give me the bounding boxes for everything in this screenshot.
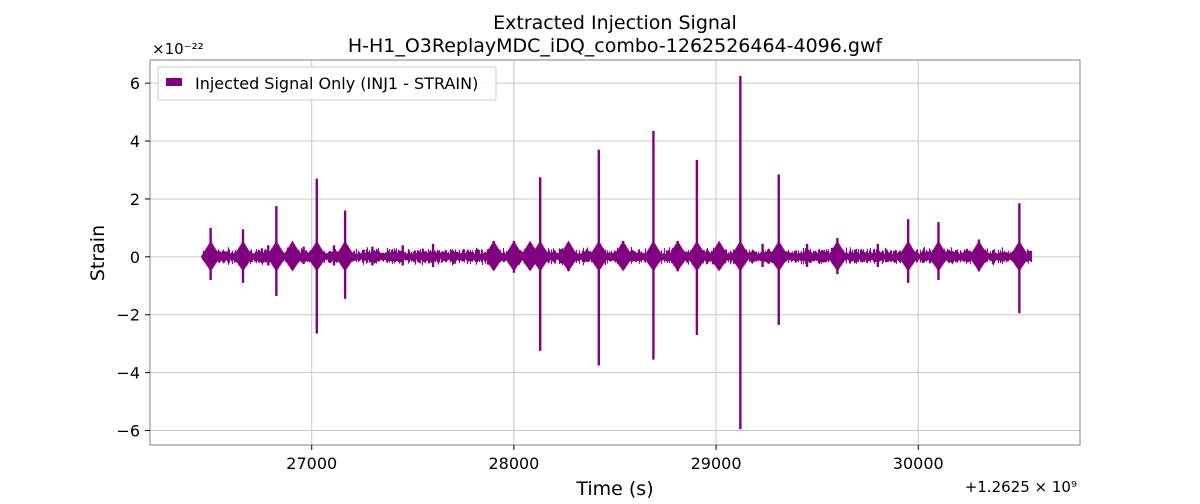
legend: Injected Signal Only (INJ1 - STRAIN): [157, 66, 497, 101]
x-offset-label: +1.2625 × 10⁹: [965, 478, 1077, 496]
chart-title: Extracted Injection Signal: [493, 12, 737, 34]
signal-burst: [307, 240, 327, 272]
signal-burst: [233, 240, 253, 272]
signal-burst: [530, 240, 550, 272]
legend-box: [157, 66, 497, 101]
signal-burst: [709, 240, 729, 272]
x-tick-label: 29000: [691, 454, 742, 473]
y-tick-label: 4: [130, 132, 140, 151]
y-axis-label: Strain: [87, 225, 109, 281]
plot-frame: [149, 59, 1081, 446]
signal-burst: [827, 240, 847, 272]
x-axis-ticks: 27000 28000 29000 30000: [286, 445, 944, 473]
signal-burst: [1009, 240, 1029, 272]
signal-burst: [687, 240, 707, 272]
y-tick-label: −4: [116, 364, 140, 383]
series-injected-signal: [201, 75, 1032, 430]
x-axis-label: Time (s): [575, 478, 653, 500]
signal-burst: [929, 240, 948, 272]
x-tick-label: 27000: [286, 454, 337, 473]
signal-burst: [730, 240, 750, 272]
signal-burst: [969, 240, 989, 272]
signal-burst: [201, 240, 221, 272]
y-tick-label: −6: [116, 422, 140, 441]
y-tick-label: 6: [130, 74, 140, 93]
signal-burst: [898, 240, 918, 272]
legend-swatch: [166, 78, 182, 86]
x-tick-label: 28000: [488, 454, 539, 473]
legend-label: Injected Signal Only (INJ1 - STRAIN): [195, 74, 478, 93]
signal-burst: [589, 240, 609, 272]
y-tick-label: −2: [116, 306, 140, 325]
signal-burst: [335, 240, 355, 272]
y-axis-ticks: −6 −4 −2 0 2 4 6: [116, 74, 150, 441]
y-scale-label: ×10⁻²²: [152, 40, 204, 58]
signal-burst: [283, 240, 302, 272]
y-tick-label: 0: [130, 248, 140, 267]
y-tick-label: 2: [130, 190, 140, 209]
signal-burst: [668, 240, 688, 272]
signal-burst: [643, 240, 663, 272]
signal-burst: [484, 240, 504, 272]
signal-burst: [769, 240, 789, 272]
x-tick-label: 30000: [893, 454, 944, 473]
signal-burst: [613, 240, 633, 272]
chart-subtitle: H-H1_O3ReplayMDC_iDQ_combo-1262526464-40…: [348, 35, 884, 57]
signal-burst: [559, 240, 578, 272]
